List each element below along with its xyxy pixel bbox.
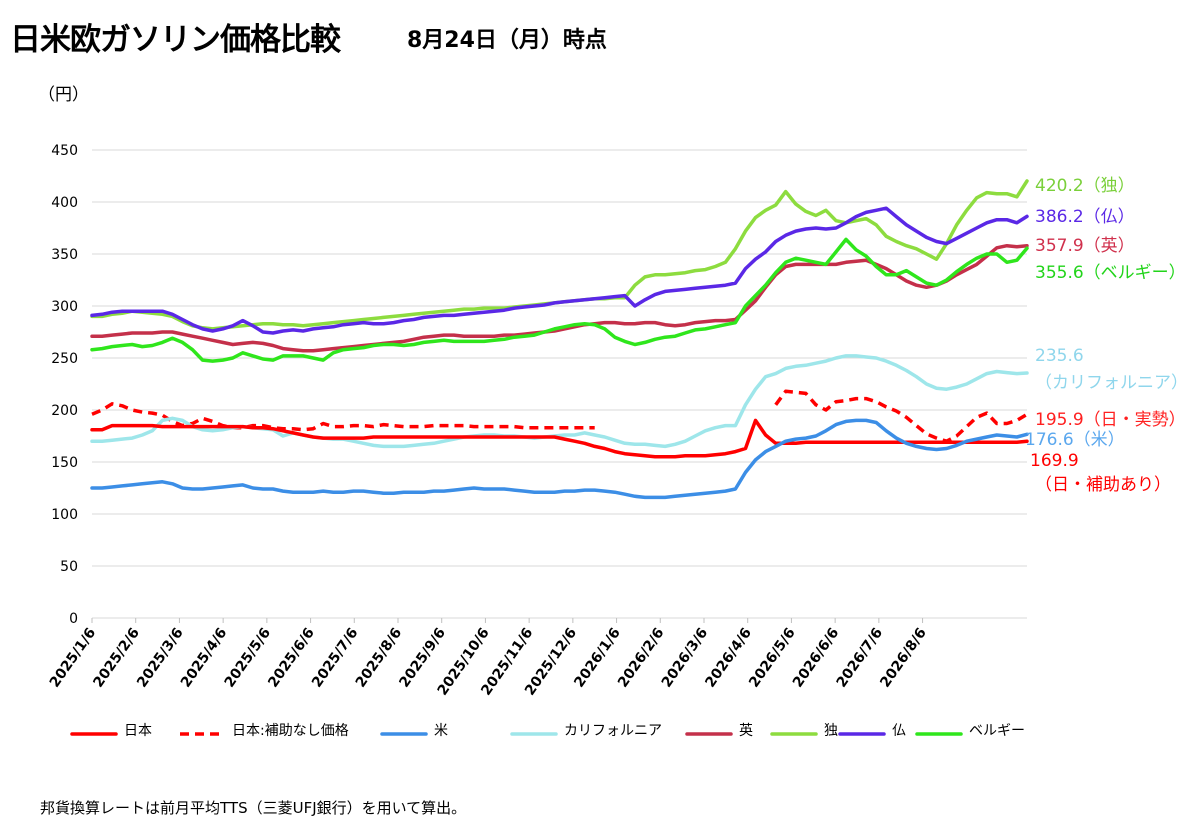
y-tick-label: 100: [51, 507, 78, 523]
legend-item: 独: [770, 718, 838, 742]
legend-swatch: [770, 726, 818, 736]
end-label-2-0: 176.6（米）: [1025, 430, 1125, 450]
end-label-0-0: 169.9: [1030, 451, 1079, 471]
legend-label: 日本: [124, 723, 152, 739]
legend-swatch: [838, 726, 886, 736]
legend-label: 英: [739, 723, 753, 739]
legend-swatch: [178, 726, 226, 736]
chart-subtitle: 8月24日（月）時点: [407, 28, 607, 53]
footnote: 邦貨換算レートは前月平均TTS（三菱UFJ銀行）を用いて算出。: [40, 799, 467, 817]
legend-swatch: [915, 726, 963, 736]
series-line-0-0: [90, 418, 1029, 459]
y-tick-label: 150: [51, 455, 78, 471]
end-label-3-0: 235.6: [1035, 346, 1084, 366]
end-label-1-0: 195.9（日・実勢）: [1035, 410, 1186, 430]
end-label-0-1: （日・補助あり）: [1035, 475, 1171, 495]
legend-item: ベルギー: [915, 718, 1025, 742]
legend-label: 独: [824, 723, 838, 739]
series-line-1-0: [91, 402, 595, 432]
y-axis-unit: （円）: [38, 85, 89, 105]
end-label-3-1: （カリフォルニア）: [1035, 373, 1188, 393]
series-line-7-0: [90, 237, 1029, 363]
y-tick-label: 250: [51, 351, 78, 367]
legend-label: 仏: [892, 723, 906, 739]
y-tick-label: 0: [69, 611, 78, 627]
legend-item: 日本:補助なし価格: [178, 718, 349, 742]
series-line-1-1: [774, 389, 1028, 443]
end-label-5-0: 420.2（独）: [1035, 176, 1135, 196]
series-line-6-0: [90, 206, 1029, 335]
y-tick-label: 300: [51, 299, 78, 315]
grid-lines: [92, 149, 1027, 619]
line-chart: 0 50 100 150 200 250 300 350 400 450 2025/1/62025…: [47, 143, 1188, 699]
y-tick-label: 350: [51, 247, 78, 263]
legend-label: ベルギー: [969, 723, 1025, 739]
y-tick-label: 450: [51, 143, 78, 159]
legend-item: 仏: [838, 718, 906, 742]
y-tick-labels: 0 50 100 150 200 250 300 350 400 450: [51, 143, 78, 627]
legend-swatch: [70, 726, 118, 736]
legend-item: 日本: [70, 718, 152, 742]
y-tick-label: 400: [51, 195, 78, 211]
legend-swatch: [685, 726, 733, 736]
legend: 日本 日本:補助なし価格 米 カリフォルニア 英 独 仏 ベルギー: [70, 718, 1170, 742]
series-lines: [90, 179, 1029, 500]
chart-title: 日米欧ガソリン価格比較: [10, 22, 341, 58]
legend-item: カリフォルニア: [510, 718, 662, 742]
legend-label: 日本:補助なし価格: [232, 723, 349, 739]
end-label-4-0: 357.9（英）: [1035, 236, 1135, 256]
legend-label: カリフォルニア: [564, 723, 662, 739]
end-label-7-0: 355.6（ベルギー）: [1035, 263, 1186, 283]
series-line-4-0: [90, 243, 1029, 353]
legend-item: 英: [685, 718, 753, 742]
end-label-6-0: 386.2（仏）: [1035, 207, 1135, 227]
y-tick-label: 200: [51, 403, 78, 419]
series-line-2-0: [90, 418, 1029, 500]
legend-swatch: [510, 726, 558, 736]
legend-item: 米: [380, 718, 448, 742]
legend-label: 米: [434, 723, 448, 739]
x-tick-labels: 2025/1/62025/2/62025/3/62025/4/62025/5/6…: [47, 618, 930, 699]
y-tick-label: 50: [60, 559, 78, 575]
legend-swatch: [380, 726, 428, 736]
end-labels: 169.9 （日・補助あり） 195.9（日・実勢）176.6（米） 235.6 （カリ…: [1025, 176, 1188, 495]
series-line-5-0: [90, 179, 1029, 331]
